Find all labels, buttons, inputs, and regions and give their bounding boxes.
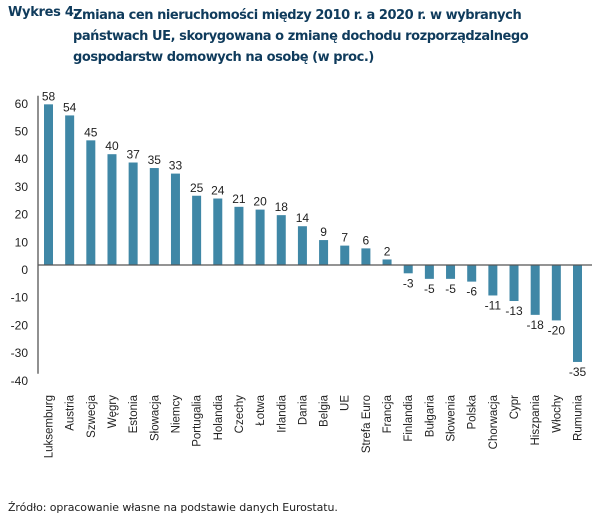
- bar: [213, 198, 223, 265]
- y-tick-label: 50: [15, 125, 29, 139]
- source-note: Źródło: opracowanie własne na podstawie …: [8, 501, 338, 514]
- category-label: Szwecja: [86, 394, 98, 437]
- category-label: Estonia: [128, 394, 140, 433]
- data-label: 14: [296, 211, 310, 225]
- y-tick-label: -40: [11, 374, 29, 388]
- data-label: 33: [169, 159, 183, 173]
- data-labels: 58 54 45 40 37 35 33 25 24 21 20 18 14 9 7 62 -3 -5 -5 -6 -1…: [42, 89, 587, 379]
- bar: [234, 206, 244, 265]
- bar: [551, 265, 561, 321]
- y-tick-label: -20: [11, 318, 29, 332]
- bar: [509, 265, 519, 302]
- category-label: Dania: [297, 394, 309, 425]
- category-label: Finlandia: [403, 394, 415, 441]
- data-label: -20: [548, 323, 566, 337]
- category-label: Słowenia: [446, 394, 458, 441]
- bars: [44, 104, 582, 362]
- category-label: Irlandia: [276, 394, 288, 432]
- category-label: Portugalia: [192, 394, 204, 446]
- category-labels: Luksemburg Austria Szwecja Węgry Estonia Słow…: [44, 394, 585, 458]
- data-label: 54: [63, 100, 77, 114]
- data-label: 58: [42, 89, 56, 103]
- bar: [530, 265, 540, 315]
- bar: [276, 215, 286, 265]
- data-label: 40: [105, 139, 119, 153]
- bar: [403, 265, 413, 274]
- data-label: -5: [424, 282, 435, 296]
- bar: [65, 115, 75, 265]
- bar: [446, 265, 456, 279]
- data-label: 7: [341, 231, 348, 245]
- bar: [86, 140, 96, 265]
- data-label: 18: [275, 200, 289, 214]
- data-label: -11: [485, 298, 502, 312]
- category-label: UE: [340, 395, 352, 411]
- data-label: 21: [232, 192, 246, 206]
- data-label: 45: [84, 125, 98, 139]
- category-label: Włochy: [551, 395, 563, 433]
- data-label: 9: [320, 225, 327, 239]
- y-tick-label: -10: [11, 291, 29, 305]
- data-label: 25: [190, 181, 204, 195]
- category-label: Chorwacja: [488, 394, 500, 449]
- figure-title: Zmiana cen nieruchomości między 2010 r. …: [73, 8, 529, 65]
- data-label: -3: [403, 276, 414, 290]
- data-label: -13: [505, 304, 523, 318]
- y-tick-label: 30: [15, 180, 29, 194]
- data-label: -18: [527, 318, 545, 332]
- category-label: Austria: [65, 394, 77, 430]
- bar: [488, 265, 498, 296]
- category-label: Hiszpania: [530, 394, 542, 445]
- bar: [170, 173, 180, 265]
- data-label: 35: [148, 153, 162, 167]
- y-tick-label: 60: [15, 97, 29, 111]
- y-tick-label: 10: [15, 235, 29, 249]
- bar: [192, 195, 202, 265]
- bar: [573, 265, 582, 362]
- bar: [424, 265, 434, 279]
- category-label: Francja: [382, 394, 394, 433]
- category-label: Niemcy: [170, 395, 182, 434]
- data-label: 6: [363, 233, 370, 247]
- category-label: Cypr: [509, 395, 521, 419]
- data-label: -35: [569, 365, 587, 379]
- bar: [255, 209, 265, 265]
- category-label: Węgry: [107, 395, 119, 428]
- y-axis-ticks: 60 50 40 30 20 10 0 -10 -20 -30 -40: [11, 97, 29, 388]
- data-label: 20: [253, 195, 267, 209]
- data-label: 24: [211, 184, 225, 198]
- y-tick-label: 40: [15, 152, 29, 166]
- bar: [319, 240, 329, 265]
- y-tick-label: 0: [21, 263, 28, 277]
- bar-chart: 60 50 40 30 20 10 0 -10 -20 -30 -40 58 54 45 40 37 35 33…: [11, 89, 592, 458]
- category-label: Łotwa: [255, 394, 267, 425]
- data-label: 37: [126, 148, 140, 162]
- category-label: Strefa Euro: [361, 395, 373, 453]
- bar: [149, 168, 159, 265]
- category-label: Polska: [467, 394, 479, 429]
- category-label: Słowacja: [149, 394, 161, 441]
- bar: [44, 104, 53, 265]
- data-label: -6: [466, 285, 477, 299]
- bar: [340, 245, 350, 265]
- category-label: Czechy: [234, 395, 246, 434]
- figure-number: Wykres 4.: [8, 5, 79, 20]
- bar: [128, 162, 138, 265]
- category-label: Holandia: [213, 394, 225, 440]
- y-tick-label: 20: [15, 208, 29, 222]
- bar: [361, 248, 371, 265]
- bar: [382, 259, 392, 265]
- category-label: Rumunia: [573, 394, 585, 441]
- data-label: 2: [384, 244, 391, 258]
- bar: [467, 265, 477, 282]
- data-label: -5: [445, 282, 456, 296]
- category-label: Luksemburg: [44, 395, 56, 458]
- category-label: Bułgaria: [424, 394, 436, 437]
- bar: [297, 226, 307, 265]
- y-tick-label: -30: [11, 346, 29, 360]
- category-label: Belgia: [319, 394, 331, 427]
- bar: [107, 154, 117, 265]
